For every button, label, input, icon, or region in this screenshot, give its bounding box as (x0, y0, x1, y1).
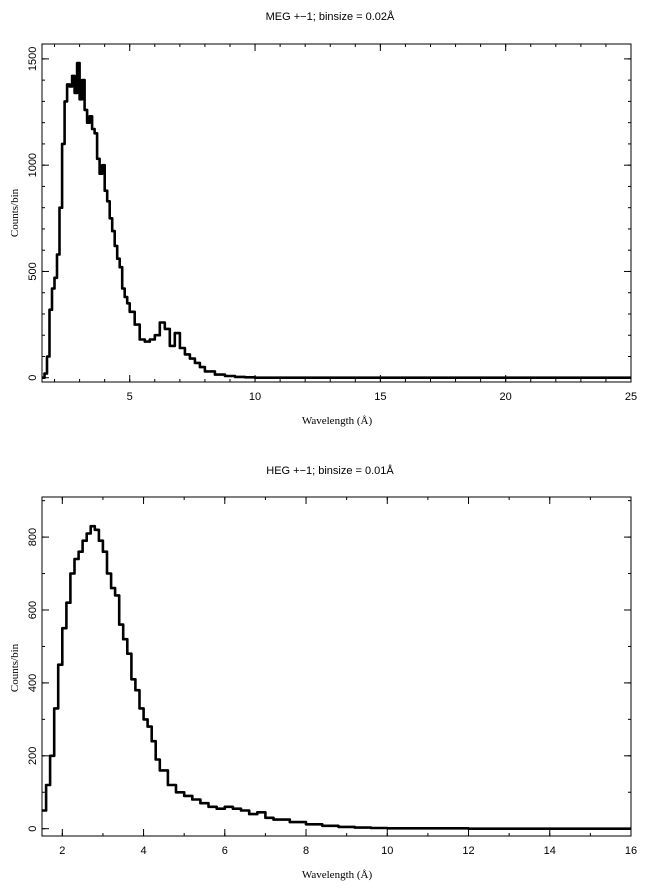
heg-y-tick-label: 400 (27, 674, 39, 692)
heg-x-tick-label: 10 (381, 845, 393, 857)
meg-x-tick-label: 20 (500, 391, 512, 403)
heg-y-tick-label: 600 (27, 601, 39, 619)
heg-x-tick-label: 14 (544, 845, 556, 857)
meg-series (42, 61, 631, 379)
meg-x-tick-label: 5 (127, 391, 133, 403)
heg-series-line-0 (42, 524, 631, 830)
meg-y-tick-label: 1000 (27, 153, 39, 177)
meg-chart: MEG +−1; binsize = 0.02Å Wavelength (Å) … (9, 10, 637, 427)
meg-y-tick-label: 0 (27, 375, 39, 381)
meg-x-tick-label: 15 (374, 391, 386, 403)
meg-y-tick-label: 500 (27, 262, 39, 280)
meg-x-axis-label: Wavelength (Å) (302, 415, 373, 427)
heg-y-tick-label: 200 (27, 747, 39, 765)
heg-y-tick-label: 0 (27, 826, 39, 832)
heg-x-tick-label: 2 (59, 845, 65, 857)
meg-chart-title: MEG +−1; binsize = 0.02Å (266, 10, 395, 23)
heg-x-tick-label: 8 (303, 845, 309, 857)
heg-plot-frame (41, 496, 632, 837)
meg-ticks: 5 10 15 20 25 0 500 1000 1500 (27, 44, 637, 403)
meg-y-axis-label: Counts/bin (9, 188, 21, 237)
heg-ticks: 2 4 6 8 10 12 14 16 0 200 400 600 800 (27, 497, 637, 857)
heg-chart: HEG +−1; binsize = 0.01Å Wavelength (Å) … (9, 464, 637, 881)
heg-chart-title: HEG +−1; binsize = 0.01Å (266, 464, 394, 477)
heg-x-axis-label: Wavelength (Å) (302, 869, 373, 881)
meg-x-tick-label: 25 (625, 391, 637, 403)
meg-plot-frame (41, 43, 632, 383)
heg-y-axis-label: Counts/bin (9, 643, 21, 692)
meg-series-line-0 (42, 61, 631, 379)
heg-x-tick-label: 4 (140, 845, 146, 857)
heg-x-tick-label: 6 (222, 845, 228, 857)
meg-y-tick-label: 1500 (27, 47, 39, 71)
heg-x-tick-label: 16 (625, 845, 637, 857)
heg-series (42, 524, 631, 830)
heg-y-tick-label: 800 (27, 528, 39, 546)
meg-x-tick-label: 10 (249, 391, 261, 403)
heg-x-tick-label: 12 (462, 845, 474, 857)
